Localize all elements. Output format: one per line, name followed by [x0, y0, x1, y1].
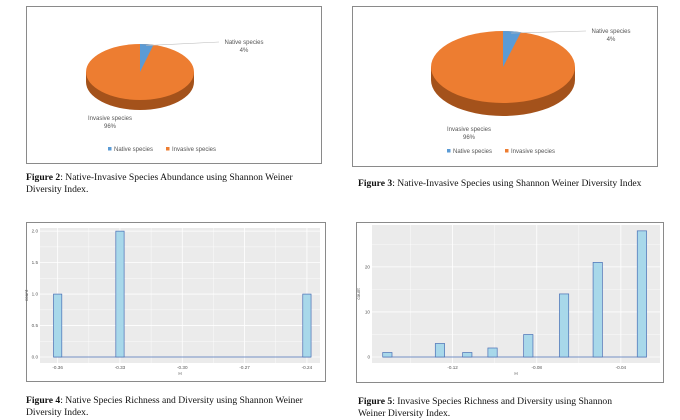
pie-slice-native — [140, 44, 154, 72]
native-percent: 4% — [240, 48, 249, 54]
x-axis-label: H — [514, 371, 517, 376]
invasive-label: Invasive species — [88, 116, 132, 122]
native-label: Native species — [591, 29, 630, 35]
legend-entry: Invasive species — [511, 149, 555, 155]
histogram-bar — [487, 347, 498, 358]
y-axis-label: count — [24, 289, 29, 301]
figure-2-caption: Figure 2: Native-Invasive Species Abunda… — [26, 172, 293, 195]
native-label: Native species — [224, 40, 263, 46]
invasive-percent: 96% — [463, 135, 476, 141]
histogram-bar — [53, 293, 63, 358]
histogram-bar — [434, 343, 445, 358]
histogram-bar — [382, 352, 393, 358]
y-tick-label: 0 — [367, 355, 370, 360]
pie-slice-native — [503, 31, 521, 67]
invasive-label: Invasive species — [447, 127, 491, 133]
leader-line — [146, 41, 220, 46]
legend-swatch — [166, 147, 170, 151]
figure-5-caption: Figure 5: Invasive Species Richness and … — [358, 396, 613, 419]
x-tick-label: -0.30 — [177, 365, 188, 370]
leader-line — [511, 30, 587, 34]
native-percent: 4% — [607, 37, 616, 43]
legend-swatch — [447, 149, 451, 153]
histogram-bar — [636, 230, 647, 358]
histogram-bar — [523, 334, 534, 358]
y-axis-label: count — [356, 288, 361, 300]
x-tick-label: -0.12 — [447, 365, 458, 370]
y-tick-label: 2.0 — [32, 229, 39, 234]
histogram-bar — [115, 230, 125, 358]
x-tick-label: -0.24 — [302, 365, 313, 370]
x-tick-label: -0.36 — [52, 365, 63, 370]
legend-swatch — [505, 149, 509, 153]
figure-4-caption: Figure 4: Native Species Richness and Di… — [26, 395, 303, 418]
legend-entry: Native species — [114, 147, 153, 153]
x-axis-label: H — [178, 371, 181, 376]
x-tick-label: -0.33 — [115, 365, 126, 370]
legend-entry: Native species — [453, 149, 492, 155]
y-tick-label: 1.0 — [32, 292, 39, 297]
histogram-bar — [592, 262, 603, 358]
plot-panel — [40, 228, 320, 363]
invasive-percent: 96% — [104, 124, 117, 130]
y-tick-label: 0.0 — [32, 355, 39, 360]
x-tick-label: -0.27 — [239, 365, 250, 370]
y-tick-label: 10 — [365, 309, 371, 314]
x-tick-label: -0.04 — [616, 365, 627, 370]
y-tick-label: 0.5 — [32, 323, 39, 328]
x-tick-label: -0.08 — [531, 365, 542, 370]
y-tick-label: 1.5 — [32, 260, 39, 265]
histogram-bar — [559, 293, 570, 358]
legend-entry: Invasive species — [172, 147, 216, 153]
histogram-bar — [462, 352, 473, 358]
histogram-bar — [302, 293, 312, 358]
figure-3-caption: Figure 3: Native-Invasive Species using … — [358, 178, 642, 189]
legend-swatch — [108, 147, 112, 151]
y-tick-label: 20 — [365, 264, 371, 269]
plot-panel — [372, 225, 660, 363]
